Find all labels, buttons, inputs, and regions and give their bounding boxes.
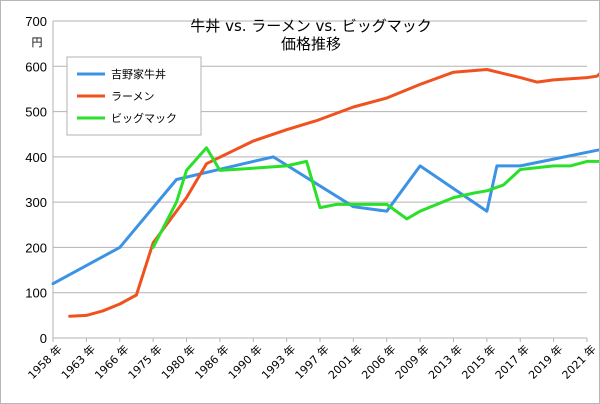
series-line — [151, 146, 599, 249]
y-tick-label: 200 — [25, 240, 47, 255]
x-tick-label: 2015 年 — [459, 342, 499, 382]
x-tick-label: 2006 年 — [359, 342, 399, 382]
y-tick-label: 400 — [25, 150, 47, 165]
x-tick-label: 1975 年 — [125, 342, 165, 382]
series-line — [51, 148, 599, 286]
x-tick-label: 2001 年 — [325, 342, 365, 382]
x-tick-label: 2021 年 — [559, 342, 599, 382]
y-axis-unit-label: 円 — [32, 36, 43, 49]
y-axis-ticks: 0 100 200 300 400 500 600 700 — [25, 14, 47, 346]
x-tick-label: 1958 年 — [25, 342, 65, 382]
x-tick-label: 1980 年 — [158, 342, 198, 382]
x-tick-label: 1990 年 — [225, 342, 265, 382]
x-tick-label: 2017 年 — [492, 342, 532, 382]
x-tick-label: 1993 年 — [258, 342, 298, 382]
x-tick-label: 1997 年 — [292, 342, 332, 382]
series-line — [68, 68, 599, 318]
y-tick-label: 100 — [25, 286, 47, 301]
x-tick-label: 1963 年 — [58, 342, 98, 382]
y-tick-label: 0 — [40, 331, 47, 346]
legend-label: ラーメン — [111, 90, 155, 103]
y-tick-label: 600 — [25, 59, 47, 74]
y-tick-label: 500 — [25, 105, 47, 120]
x-tick-label: 2013 年 — [425, 342, 465, 382]
x-tick-label: 2009 年 — [392, 342, 432, 382]
y-tick-label: 300 — [25, 195, 47, 210]
chart-title: 牛丼 vs. ラーメン vs. ビッグマック — [190, 17, 431, 35]
legend-label: ビッグマック — [111, 111, 177, 125]
x-tick-label: 1966 年 — [92, 342, 132, 382]
series-lines — [51, 68, 599, 318]
chart-subtitle: 価格推移 — [281, 35, 341, 53]
x-tick-label: 2019 年 — [525, 342, 565, 382]
x-tick-label: 1986 年 — [192, 342, 232, 382]
legend-label: 吉野家牛丼 — [111, 67, 166, 81]
y-tick-label: 700 — [25, 14, 47, 29]
